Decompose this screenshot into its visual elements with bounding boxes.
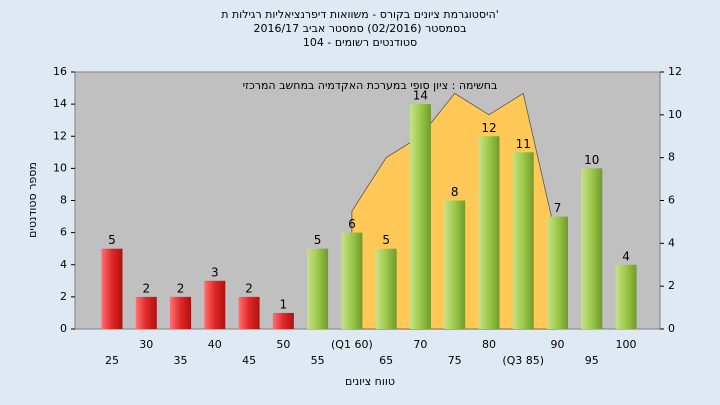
x-tick-label: 65 (379, 354, 393, 367)
bar (478, 136, 500, 329)
y-tick-label: 10 (53, 161, 67, 174)
bar (238, 296, 260, 329)
data-label: 1 (280, 297, 288, 311)
bar (581, 168, 603, 329)
bar (341, 232, 363, 329)
x-tick-label: 55 (311, 354, 325, 367)
y-tick-label: 6 (60, 226, 67, 239)
x-axis-label: טווח ציונים (345, 375, 395, 388)
bar (170, 296, 192, 329)
y-tick-label: 2 (60, 290, 67, 303)
y-tick-label: 8 (60, 194, 67, 207)
bar (512, 152, 534, 329)
bar (409, 104, 431, 329)
y-tick-label: 4 (60, 258, 67, 271)
y2-tick-label: 8 (668, 151, 675, 164)
bar (101, 248, 123, 329)
data-label: 2 (177, 281, 185, 295)
data-label: 2 (142, 281, 150, 295)
x-tick-label: 95 (585, 354, 599, 367)
data-label: 5 (382, 233, 390, 247)
x-tick-label: (Q1 60) (331, 338, 373, 351)
data-label: 4 (622, 249, 630, 263)
data-label: 7 (554, 201, 562, 215)
data-label: 10 (584, 153, 599, 167)
data-label: 11 (516, 137, 531, 151)
x-tick-label: (Q3 85) (502, 354, 544, 367)
bar (615, 264, 637, 329)
bar (135, 296, 157, 329)
bar (444, 200, 466, 329)
x-tick-label: 40 (208, 338, 222, 351)
y-tick-label: 14 (53, 97, 67, 110)
chart-subtitle: בסמסטר (02/2016) סמסטר אביב 2016/17 (253, 22, 466, 35)
y-tick-label: 0 (60, 322, 67, 335)
y2-tick-label: 0 (668, 322, 675, 335)
x-tick-label: 35 (174, 354, 188, 367)
x-tick-label: 80 (482, 338, 496, 351)
chart-subtitle: סטודנטים רשומים - 104 (303, 36, 417, 49)
data-label: 2 (245, 281, 253, 295)
data-label: 5 (108, 233, 116, 247)
x-tick-label: 70 (413, 338, 427, 351)
y-axis-label: מספר סטודנטים (26, 162, 39, 238)
x-tick-label: 75 (448, 354, 462, 367)
x-tick-label: 50 (276, 338, 290, 351)
y2-tick-label: 10 (668, 108, 682, 121)
x-tick-label: 90 (551, 338, 565, 351)
x-tick-label: 30 (139, 338, 153, 351)
y2-tick-label: 4 (668, 236, 675, 249)
y2-tick-label: 12 (668, 65, 682, 78)
bar (375, 248, 397, 329)
x-tick-label: 45 (242, 354, 256, 367)
y-tick-label: 16 (53, 65, 67, 78)
annotation: בחשימה : ציון סופי במערכת האקדמיה במחשב … (243, 79, 498, 92)
data-label: 14 (413, 89, 428, 103)
chart-title: היסטוגרמת ציונים בקורס - משוואות דיפרנצי… (221, 8, 498, 21)
y2-tick-label: 6 (668, 194, 675, 207)
x-tick-label: 100 (616, 338, 637, 351)
bar (547, 216, 569, 329)
data-label: 12 (481, 121, 496, 135)
y2-tick-label: 2 (668, 279, 675, 292)
data-label: 8 (451, 185, 459, 199)
data-label: 5 (314, 233, 322, 247)
x-tick-label: 25 (105, 354, 119, 367)
data-label: 6 (348, 217, 356, 231)
bar (272, 312, 294, 329)
bar (307, 248, 329, 329)
bar (204, 280, 226, 329)
y-tick-label: 12 (53, 129, 67, 142)
data-label: 3 (211, 265, 219, 279)
